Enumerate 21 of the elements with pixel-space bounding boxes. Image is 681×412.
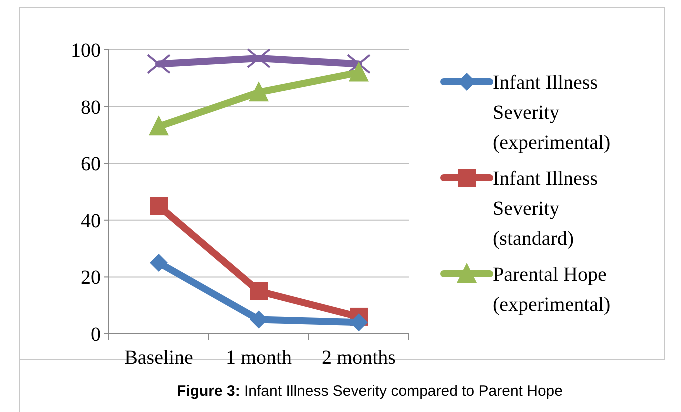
x-tick-label: Baseline [124, 347, 194, 369]
y-tick-label: 100 [71, 40, 101, 62]
point [247, 48, 271, 69]
x-tick-label: 2 months [322, 347, 396, 369]
point [149, 116, 169, 136]
point [249, 82, 269, 102]
y-tick-label: 60 [81, 154, 101, 176]
point [147, 54, 171, 74]
y-tick-label: 40 [81, 210, 101, 232]
y-tick-label: 20 [81, 267, 101, 290]
point [349, 62, 369, 82]
legend-label: Infant Illness Severity (experimental) [493, 72, 611, 154]
point [250, 282, 268, 300]
y-tick-label: 80 [81, 96, 101, 119]
x-tick-label: 1 month [226, 347, 292, 369]
point [150, 254, 168, 272]
point [150, 197, 168, 216]
legend-label: Parental Hope (experimental) [493, 264, 611, 316]
legend-label: Infant Illness Severity (standard) [493, 168, 598, 250]
y-tick-label: 0 [91, 324, 101, 346]
caption: Figure 3: Infant Illness Severity compared to Parent Hope [176, 383, 564, 400]
